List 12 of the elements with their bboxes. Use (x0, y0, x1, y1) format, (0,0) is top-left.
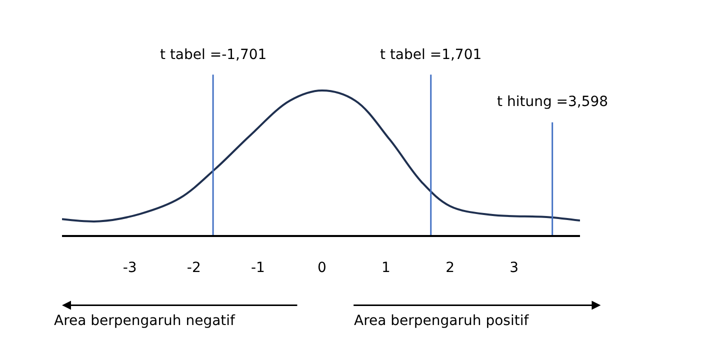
ref-line-label: t hitung =3,598 (497, 94, 608, 110)
x-tick-label: -1 (250, 260, 265, 276)
x-tick-label: 2 (446, 260, 454, 276)
x-tick-label: -3 (122, 260, 137, 276)
ref-line-label: t tabel =-1,701 (160, 47, 267, 63)
text: Area berpengaruh positif (354, 313, 530, 329)
x-tick-label: 3 (510, 260, 519, 276)
x-tick-label: 0 (318, 260, 326, 276)
x-tick-label: -2 (186, 260, 201, 276)
ref-line-label: t tabel =1,701 (380, 47, 482, 63)
x-tick-label: 1 (382, 260, 390, 276)
text: Area berpengaruh negatif (54, 313, 236, 329)
